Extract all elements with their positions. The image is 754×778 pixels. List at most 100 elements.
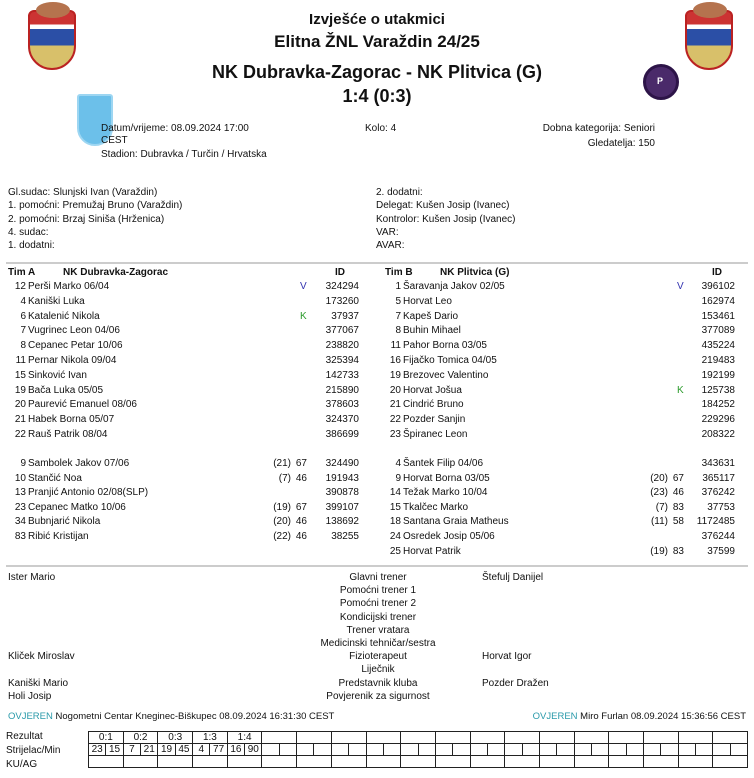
- datetime: Datum/vrijeme: 08.09.2024 17:00: [101, 123, 249, 134]
- scorer-cell: [729, 743, 749, 756]
- player-name: Sambolek Jakov 07/06: [28, 458, 130, 469]
- player-row: 83 Ribić Kristijan (22) 46 38255: [0, 531, 377, 544]
- scorer-cell: 16: [226, 743, 246, 756]
- scorer-cell: [330, 743, 350, 756]
- staff-team-b: Horvat Igor: [482, 651, 532, 663]
- player-number: 34: [14, 516, 26, 528]
- player-name: Kaniški Luka: [28, 295, 85, 307]
- player-number: 21: [389, 399, 401, 411]
- scorer-cell: 4: [192, 743, 211, 756]
- team-name: NK Plitvica (G): [440, 267, 510, 278]
- ku-ag-cell: [226, 755, 263, 768]
- player-row: 12 Perši Marko 06/04 V 324294: [0, 281, 377, 294]
- player-id: 191943: [325, 472, 359, 484]
- ku-ag-cell: [365, 755, 402, 768]
- player-name: Šantek Filip 04/06: [403, 458, 484, 469]
- player-id: 365117: [702, 472, 735, 484]
- player-row: 21 Cindrić Bruno 184252: [377, 399, 754, 412]
- ku-ag-cell: [296, 755, 332, 768]
- scorer-cell: 45: [174, 743, 194, 756]
- team-name: NK Dubravka-Zagorac: [63, 267, 169, 278]
- player-row: 19 Brezovec Valentino 192199: [377, 370, 754, 383]
- player-name: Pozder Sanjin: [403, 414, 466, 426]
- player-number: 15: [389, 501, 401, 513]
- player-id: 377067: [325, 325, 359, 337]
- player-number: 11: [390, 340, 401, 352]
- player-row: 6 Katalenić Nikola K 37937: [0, 311, 377, 324]
- player-name: Perši Marko 06/04: [28, 281, 110, 292]
- scorer-cell: [278, 743, 298, 756]
- player-row: 7 Vugrinec Leon 04/06 377067: [0, 325, 377, 338]
- result-cell: [400, 731, 436, 744]
- team-a-logo: [77, 94, 113, 146]
- result-cell: [608, 731, 644, 744]
- player-number: 25: [389, 545, 401, 557]
- scorer-cell: [469, 743, 488, 756]
- scorer-cell: [452, 743, 471, 756]
- substituted-player: (19): [273, 501, 291, 513]
- result-cell: [538, 731, 575, 744]
- age-category: Dobna kategorija: Seniori: [542, 123, 655, 134]
- verified-status: OVJEREN: [532, 711, 578, 722]
- official-left: Gl.sudac: Slunjski Ivan (Varaždin): [8, 187, 158, 198]
- player-id: 138692: [325, 516, 359, 528]
- staff-role: Liječnik: [361, 664, 395, 676]
- player-name: Stančić Noa: [28, 472, 82, 484]
- goals-grid: 0:1 0:2 0:3 1:3 1:4 23 15 7 21 19 45 4 77 16 90: [87, 731, 749, 768]
- grid-label-scorer: Strijelac/Min: [6, 745, 61, 756]
- official-right: Kontrolor: Kušen Josip (Ivanec): [376, 213, 516, 225]
- player-id: 37753: [707, 501, 735, 513]
- attendance: Gledatelja: 150: [587, 138, 655, 149]
- player-name: Horvat Jošua: [403, 384, 462, 396]
- player-name: Katalenić Nikola: [28, 310, 100, 322]
- player-name: Pranjić Antonio 02/08(SLP): [28, 487, 149, 499]
- player-role-captain: K: [677, 384, 684, 396]
- player-id: 343631: [701, 458, 735, 469]
- player-row: 24 Osredek Josip 05/06 376244: [377, 531, 754, 544]
- player-row: 19 Bača Luka 05/05 215890: [0, 385, 377, 398]
- ku-ag-cell: [469, 755, 506, 768]
- scorer-cell: [521, 743, 540, 756]
- player-name: Vugrinec Leon 04/06: [28, 325, 120, 337]
- scorer-cell: [261, 743, 280, 756]
- player-name: Brezovec Valentino: [403, 369, 489, 381]
- player-name: Špiranec Leon: [403, 429, 468, 440]
- result-cell: [261, 731, 298, 744]
- scorer-cell: [695, 743, 714, 756]
- ku-ag-cell: [192, 755, 228, 768]
- result-cell: [643, 731, 679, 744]
- player-number: 22: [14, 429, 26, 440]
- substituted-player: (20): [650, 472, 668, 484]
- match-title: NK Dubravka-Zagorac - NK Plitvica (G): [211, 62, 543, 82]
- player-name: Cepanec Petar 10/06: [28, 340, 123, 352]
- result-cell: [573, 731, 610, 744]
- substituted-player: (7): [655, 501, 668, 513]
- substituted-player: (20): [273, 516, 291, 528]
- player-row: 4 Kaniški Luka 173260: [0, 296, 377, 309]
- player-name: Bubnjarić Nikola: [28, 516, 101, 528]
- player-row: 15 Tkalčec Marko (7) 83 37753: [377, 502, 754, 515]
- official-left: 4. sudac:: [8, 226, 49, 238]
- round: Kolo: 4: [365, 123, 397, 134]
- official-right: 2. dodatni:: [376, 187, 423, 198]
- official-right: AVAR:: [376, 240, 405, 252]
- scorer-cell: [382, 743, 402, 756]
- verification-right: OVJEREN Miro Furlan 08.09.2024 15:36:56 …: [533, 711, 746, 723]
- player-number: 13: [14, 487, 26, 499]
- result-cell: 0:1: [88, 731, 124, 744]
- player-number: 4: [20, 295, 26, 307]
- scorer-cell: [296, 743, 315, 756]
- player-row: 18 Santana Graia Matheus (11) 58 1172485: [377, 516, 754, 529]
- staff-role: Pomoćni trener 1: [339, 585, 417, 597]
- player-id: 238820: [325, 340, 359, 352]
- staff-team-a: Kliček Miroslav: [8, 651, 75, 663]
- scorer-cell: 23: [87, 743, 107, 756]
- match-score: 1:4 (0:3): [342, 86, 412, 106]
- player-name: Ribić Kristijan: [28, 531, 89, 542]
- player-id: 37937: [331, 310, 359, 322]
- player-number: 24: [389, 531, 401, 542]
- ku-ag-cell: [573, 755, 610, 768]
- player-number: 7: [20, 325, 26, 337]
- substitution-minute: 46: [295, 531, 307, 542]
- ku-ag-cell: [434, 755, 471, 768]
